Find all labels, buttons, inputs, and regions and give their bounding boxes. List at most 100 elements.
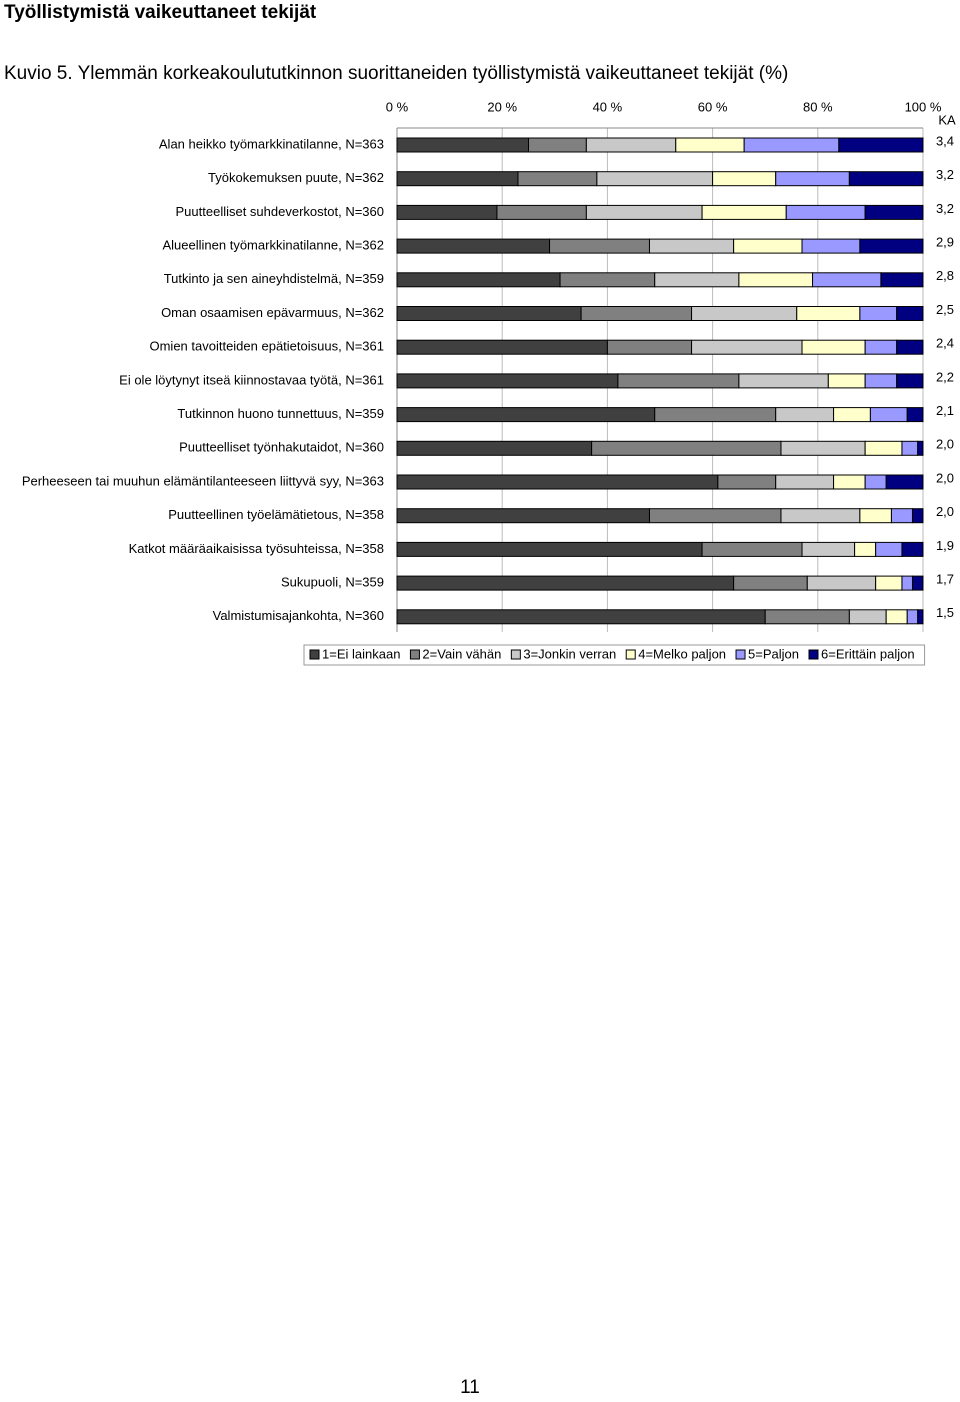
bar-segment: [396, 204, 498, 220]
ka-value: 2,5: [936, 302, 954, 317]
bar-segment: [396, 541, 703, 557]
ka-value: 2,8: [936, 268, 954, 283]
bar-segment: [691, 339, 803, 355]
bar-segment: [780, 508, 861, 524]
ka-value: 2,1: [936, 403, 954, 418]
bar-segment: [396, 137, 529, 153]
bar-segment: [580, 306, 693, 321]
ka-value: 3,2: [936, 167, 954, 182]
category-label: Alan heikko työmarkkinatilanne, N=363: [159, 136, 384, 151]
bar-segment: [396, 339, 608, 355]
bar-segment: [396, 575, 735, 591]
bar-segment: [717, 474, 777, 490]
x-tick-label: 60 %: [698, 99, 728, 114]
bar-segment: [859, 306, 898, 321]
bar-segment: [812, 272, 882, 288]
bar-segment: [606, 339, 693, 355]
bar-segment: [848, 171, 924, 187]
bar-segment: [890, 508, 913, 524]
legend-swatch: [808, 649, 819, 660]
legend-label: 6=Erittäin paljon: [821, 646, 915, 661]
category-label: Katkot määräaikaisissa työsuhteissa, N=3…: [129, 541, 384, 556]
category-label: Puutteelliset työnhakutaidot, N=360: [179, 440, 384, 455]
category-label: Alueellinen työmarkkinatilanne, N=362: [163, 238, 385, 253]
bar-segment: [833, 474, 866, 490]
legend-label: 2=Vain vähän: [422, 646, 501, 661]
bar-segment: [864, 440, 903, 456]
bar-segment: [396, 306, 582, 321]
bar-segment: [528, 137, 587, 153]
bar-segment: [648, 238, 735, 254]
bar-segment: [801, 238, 861, 254]
bar-segment: [733, 238, 803, 254]
bar-segment: [396, 171, 519, 187]
x-tick-label: 80 %: [803, 99, 833, 114]
bar-segment: [917, 609, 924, 625]
bar-segment: [675, 137, 745, 153]
x-tick-label: 100 %: [905, 99, 942, 114]
legend-swatch: [409, 649, 420, 660]
bar-segment: [775, 407, 835, 423]
bar-segment: [617, 373, 740, 389]
legend-label: 1=Ei lainkaan: [322, 646, 400, 661]
category-label: Ei ole löytynyt itseä kiinnostavaa työtä…: [119, 372, 384, 387]
bar-segment: [743, 137, 840, 153]
bar-segment: [780, 440, 866, 456]
bar-segment: [738, 272, 814, 288]
ka-value: 1,5: [936, 605, 954, 620]
ka-value: 2,9: [936, 235, 954, 250]
category-label: Tutkinnon huono tunnettuus, N=359: [177, 406, 384, 421]
bar-segment: [859, 508, 892, 524]
category-label: Puutteellinen työelämätietous, N=358: [168, 507, 384, 522]
bar-segment: [396, 373, 619, 389]
bar-segment: [896, 373, 924, 389]
ka-value: 1,7: [936, 572, 954, 587]
bar-segment: [896, 339, 924, 355]
legend-swatch: [735, 649, 746, 660]
bar-segment: [738, 373, 829, 389]
bar-segment: [733, 575, 808, 591]
bar-segment: [864, 373, 898, 389]
bar-segment: [701, 204, 787, 220]
x-tick-label: 0 %: [386, 99, 409, 114]
bar-segment: [654, 407, 777, 423]
bar-segment: [801, 541, 856, 557]
bar-segment: [864, 339, 898, 355]
bar-segment: [864, 474, 887, 490]
bar-segment: [896, 306, 924, 321]
category-label: Tutkinto ja sen aineyhdistelmä, N=359: [164, 271, 384, 286]
bar-segment: [585, 204, 703, 220]
bar-segment: [549, 238, 650, 254]
bar-segment: [833, 407, 871, 423]
bar-segment: [591, 440, 782, 456]
bar-segment: [854, 541, 877, 557]
bar-segment: [911, 508, 924, 524]
page-title: Työllistymistä vaikeuttaneet tekijät: [4, 2, 317, 23]
bar-segment: [396, 440, 593, 456]
bar-segment: [885, 609, 908, 625]
bar-segment: [906, 407, 924, 423]
bar-segment: [691, 306, 798, 321]
bar-segment: [559, 272, 656, 288]
bar-segment: [396, 407, 656, 423]
bar-segment: [901, 575, 913, 591]
bar-segment: [785, 204, 866, 220]
bar-segment: [585, 137, 677, 153]
category-label: Työkokemuksen puute, N=362: [208, 170, 384, 185]
ka-value: 2,0: [936, 437, 954, 452]
legend-box: [303, 644, 926, 666]
category-label: Perheeseen tai muuhun elämäntilanteeseen…: [22, 473, 384, 488]
x-tick-label: 20 %: [487, 99, 517, 114]
category-label: Sukupuoli, N=359: [281, 575, 384, 590]
bar-segment: [827, 373, 866, 389]
ka-value: 1,9: [936, 538, 954, 553]
legend-label: 4=Melko paljon: [638, 646, 726, 661]
legend-swatch: [625, 649, 636, 660]
category-label: Puutteelliset suhdeverkostot, N=360: [176, 204, 385, 219]
bar-segment: [848, 609, 887, 625]
figure-caption: Kuvio 5. Ylemmän korkeakoulututkinnon su…: [4, 63, 788, 84]
bar-segment: [838, 137, 924, 153]
bar-segment: [875, 541, 903, 557]
bar-segment: [911, 575, 924, 591]
legend-label: 3=Jonkin verran: [523, 646, 616, 661]
